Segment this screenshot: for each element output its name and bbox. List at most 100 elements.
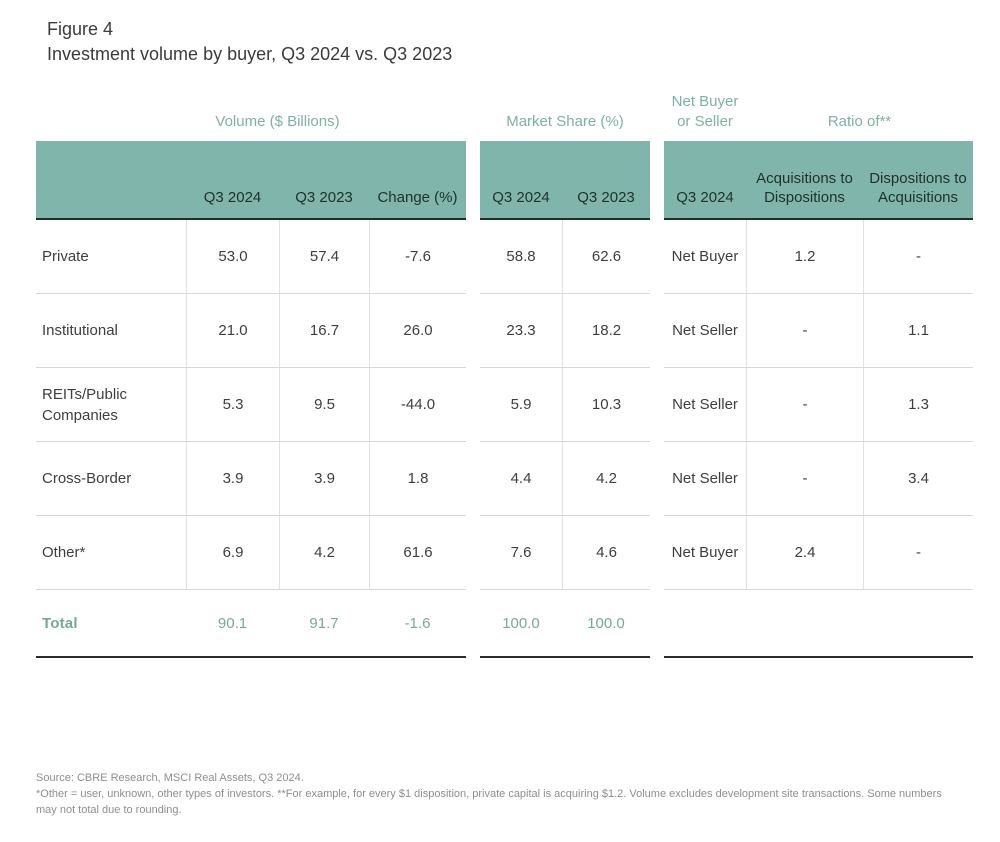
total-cell: 90.1 xyxy=(217,614,248,632)
data-cell: 4.2 xyxy=(279,516,369,589)
table-row: Institutional 21.0 16.7 26.0 xyxy=(36,294,466,368)
footnote: Source: CBRE Research, MSCI Real Assets,… xyxy=(36,770,961,818)
data-cell: Net Buyer xyxy=(671,248,739,265)
total-row xyxy=(664,590,973,658)
table-row: Net Buyer 1.2 - xyxy=(664,220,973,294)
total-row: 100.0 100.0 xyxy=(480,590,650,658)
data-cell: 1.3 xyxy=(863,368,973,441)
data-cell: -44.0 xyxy=(369,368,466,441)
ratio-col-header-disp-to-acq: Dispositions to Acquisitions xyxy=(869,170,967,206)
data-cell: 18.2 xyxy=(562,294,650,367)
total-cell: -1.6 xyxy=(404,614,431,632)
table-row: Cross-Border 3.9 3.9 1.8 xyxy=(36,442,466,516)
ratio-of-group-label: Ratio of** xyxy=(827,113,892,130)
table-row: 4.4 4.2 xyxy=(480,442,650,516)
volume-col-header-q3-2023: Q3 2023 xyxy=(295,189,353,206)
data-cell: 9.5 xyxy=(279,368,369,441)
table-row: Private 53.0 57.4 -7.6 xyxy=(36,220,466,294)
row-label: Other* xyxy=(42,544,86,561)
data-cell: 7.6 xyxy=(510,544,532,561)
total-row: Total 90.1 91.7 -1.6 xyxy=(36,590,466,658)
net-position-header-band: Q3 2024 Acquisitions to Dispositions Dis… xyxy=(664,141,973,220)
data-cell: 21.0 xyxy=(186,294,279,367)
data-cell: 57.4 xyxy=(279,220,369,293)
volume-col-header-q3-2024: Q3 2024 xyxy=(203,189,262,206)
data-cell: 5.9 xyxy=(510,396,532,413)
footnote-notes: *Other = user, unknown, other types of i… xyxy=(36,788,942,816)
table-row: Net Buyer 2.4 - xyxy=(664,516,973,590)
data-cell: 10.3 xyxy=(562,368,650,441)
total-cell-empty xyxy=(664,590,746,656)
buyer-table: Volume ($ Billions) Q3 2024 Q3 2023 Chan… xyxy=(36,85,973,658)
row-label: Cross-Border xyxy=(42,470,132,487)
table-row: Net Seller - 3.4 xyxy=(664,442,973,516)
table-row: 58.8 62.6 xyxy=(480,220,650,294)
data-cell: 4.2 xyxy=(562,442,650,515)
data-cell: 3.9 xyxy=(186,442,279,515)
net-buyer-or-seller-group-label: Net Buyer or Seller xyxy=(671,93,739,130)
data-cell: 2.4 xyxy=(746,516,863,589)
data-cell: 1.1 xyxy=(863,294,973,367)
data-cell: - xyxy=(746,442,863,515)
data-cell: -7.6 xyxy=(369,220,466,293)
data-cell: 26.0 xyxy=(369,294,466,367)
table-row: 23.3 18.2 xyxy=(480,294,650,368)
data-cell: 62.6 xyxy=(562,220,650,293)
table-row: Other* 6.9 4.2 61.6 xyxy=(36,516,466,590)
net-position-section: Net Buyer or Seller Ratio of** Q3 2024 A… xyxy=(664,85,973,658)
total-cell: 91.7 xyxy=(309,614,339,632)
data-cell: 3.9 xyxy=(279,442,369,515)
table-row: Net Seller - 1.3 xyxy=(664,368,973,442)
table-row: 5.9 10.3 xyxy=(480,368,650,442)
figure-title: Investment volume by buyer, Q3 2024 vs. … xyxy=(47,44,453,64)
data-cell: 3.4 xyxy=(863,442,973,515)
volume-group-label-row: Volume ($ Billions) xyxy=(36,85,466,141)
data-cell: - xyxy=(746,368,863,441)
row-label: Institutional xyxy=(42,322,118,339)
data-cell: 6.9 xyxy=(186,516,279,589)
data-cell: - xyxy=(863,516,973,589)
data-cell: 61.6 xyxy=(369,516,466,589)
total-label: Total xyxy=(42,614,78,632)
net-col-header-q3-2024: Q3 2024 xyxy=(676,189,734,206)
volume-group-label: Volume ($ Billions) xyxy=(215,113,340,130)
share-col-header-q3-2023: Q3 2023 xyxy=(577,189,635,206)
total-cell-empty xyxy=(863,590,973,656)
table-row: Net Seller - 1.1 xyxy=(664,294,973,368)
row-label: Private xyxy=(42,248,89,265)
figure-label: Figure 4 xyxy=(47,19,114,39)
market-share-group-label-row: Market Share (%) xyxy=(480,85,650,141)
data-cell: 53.0 xyxy=(186,220,279,293)
data-cell: Net Seller xyxy=(672,396,738,413)
market-share-group-label: Market Share (%) xyxy=(506,113,624,130)
row-label: REITs/Public Companies xyxy=(42,385,128,424)
data-cell: 4.4 xyxy=(510,470,532,487)
data-cell: - xyxy=(863,220,973,293)
footnote-source: Source: CBRE Research, MSCI Real Assets,… xyxy=(36,772,304,784)
volume-col-header-change: Change (%) xyxy=(377,189,458,206)
figure-header: Figure 4 Investment volume by buyer, Q3 … xyxy=(47,17,452,67)
net-position-group-label-row: Net Buyer or Seller Ratio of** xyxy=(664,85,973,141)
total-cell: 100.0 xyxy=(502,614,540,632)
table-row: 7.6 4.6 xyxy=(480,516,650,590)
data-cell: 1.2 xyxy=(746,220,863,293)
data-cell: Net Seller xyxy=(672,470,738,487)
data-cell: 5.3 xyxy=(186,368,279,441)
data-cell: 23.3 xyxy=(506,322,536,339)
data-cell: Net Seller xyxy=(672,322,738,339)
market-share-header-band: Q3 2024 Q3 2023 xyxy=(480,141,650,220)
empty-header-cell xyxy=(36,207,186,218)
total-cell-empty xyxy=(746,590,863,656)
share-col-header-q3-2024: Q3 2024 xyxy=(492,189,550,206)
total-cell: 100.0 xyxy=(587,614,625,632)
volume-section: Volume ($ Billions) Q3 2024 Q3 2023 Chan… xyxy=(36,85,466,658)
volume-header-band: Q3 2024 Q3 2023 Change (%) xyxy=(36,141,466,220)
data-cell: Net Buyer xyxy=(671,544,739,561)
data-cell: 58.8 xyxy=(506,248,536,265)
data-cell: 16.7 xyxy=(279,294,369,367)
market-share-section: Market Share (%) Q3 2024 Q3 2023 58.8 62… xyxy=(480,85,650,658)
data-cell: 4.6 xyxy=(562,516,650,589)
ratio-col-header-acq-to-disp: Acquisitions to Dispositions xyxy=(756,170,853,206)
table-row: REITs/Public Companies 5.3 9.5 -44.0 xyxy=(36,368,466,442)
